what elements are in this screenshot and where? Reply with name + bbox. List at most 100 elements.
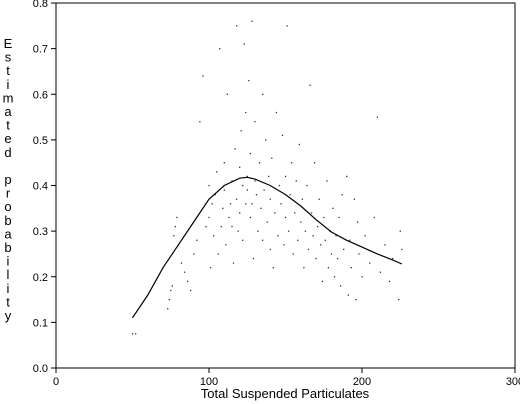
data-point: [171, 285, 173, 287]
data-point: [346, 175, 348, 178]
data-point: [343, 248, 345, 251]
data-point: [225, 244, 227, 246]
data-point: [217, 253, 219, 255]
y-tick-label: 0.7: [33, 44, 48, 56]
data-point: [284, 175, 287, 178]
data-point: [398, 298, 400, 301]
data-point: [298, 143, 300, 146]
data-point: [168, 298, 170, 301]
fitted-curve: [132, 176, 403, 319]
data-point: [339, 285, 342, 287]
data-point: [205, 225, 207, 228]
data-point: [196, 239, 198, 241]
data-point: [235, 25, 238, 27]
data-point: [275, 111, 278, 114]
data-point: [251, 203, 253, 205]
y-axis-title-char: e: [4, 131, 11, 146]
data-point: [261, 239, 264, 241]
data-point: [303, 267, 305, 269]
data-point: [245, 203, 247, 205]
data-point: [222, 207, 224, 210]
data-point: [309, 84, 311, 86]
data-point: [249, 152, 252, 155]
data-point: [271, 157, 273, 159]
data-point: [310, 212, 313, 214]
y-axis-title-char: i: [7, 281, 10, 296]
data-point: [317, 225, 319, 228]
data-point: [388, 280, 391, 283]
fitted-line: [132, 176, 403, 319]
data-point: [401, 248, 403, 251]
data-point: [235, 198, 238, 200]
data-point: [243, 43, 245, 45]
y-axis-title-char: l: [7, 267, 10, 282]
data-point: [355, 298, 357, 301]
data-point: [208, 184, 210, 187]
data-point: [174, 225, 177, 228]
data-point: [228, 216, 230, 219]
data-point: [399, 230, 401, 232]
data-point: [258, 162, 261, 164]
data-point: [373, 216, 375, 219]
data-point: [278, 184, 281, 187]
data-point: [291, 162, 293, 164]
data-point: [361, 276, 363, 278]
data-point: [313, 162, 316, 164]
data-point: [248, 79, 250, 82]
data-point: [356, 221, 359, 223]
data-point: [212, 235, 215, 237]
data-point: [364, 235, 366, 237]
y-axis-title-char: t: [6, 294, 10, 309]
data-point: [353, 198, 356, 200]
data-point: [274, 212, 276, 214]
data-point: [358, 253, 360, 255]
data-point: [327, 267, 330, 269]
y-tick-label: 0.5: [33, 135, 48, 147]
data-point: [229, 203, 232, 205]
data-point: [208, 216, 210, 219]
data-point: [307, 248, 310, 251]
data-point: [369, 262, 371, 264]
data-point: [257, 230, 259, 232]
y-tick-label: 0.8: [33, 0, 48, 10]
data-point: [180, 262, 183, 264]
data-point: [223, 162, 225, 164]
data-point: [234, 148, 236, 150]
data-point: [320, 244, 322, 246]
data-point: [190, 289, 192, 292]
x-tick-label: 200: [353, 376, 371, 388]
y-axis-title-char: o: [4, 199, 11, 214]
data-point: [268, 175, 270, 178]
data-point: [347, 294, 349, 296]
y-tick-label: 0.0: [33, 363, 48, 375]
y-axis-title-char: s: [5, 50, 12, 65]
data-point: [289, 194, 291, 196]
data-point: [216, 171, 218, 173]
data-point: [242, 239, 244, 241]
data-point: [231, 225, 233, 228]
y-axis-title-char: E: [4, 36, 13, 51]
data-point: [379, 271, 382, 273]
data-point: [245, 111, 247, 114]
data-point: [265, 139, 267, 141]
data-point: [239, 212, 241, 214]
data-point: [384, 244, 386, 246]
data-point: [333, 276, 336, 278]
data-point: [324, 239, 326, 241]
y-axis-title-char: b: [4, 240, 11, 255]
data-point: [186, 280, 189, 283]
data-point: [304, 230, 307, 232]
y-axis-title-char: a: [4, 104, 12, 119]
data-point: [170, 289, 172, 292]
data-point: [263, 189, 265, 191]
data-point: [284, 216, 287, 219]
data-point: [323, 216, 325, 219]
data-point: [242, 184, 244, 187]
data-points: [131, 20, 403, 335]
data-point: [209, 267, 212, 269]
data-point: [318, 198, 320, 200]
data-point: [335, 235, 337, 237]
y-tick-label: 0.1: [33, 317, 48, 329]
y-axis-title-char: y: [5, 308, 12, 323]
